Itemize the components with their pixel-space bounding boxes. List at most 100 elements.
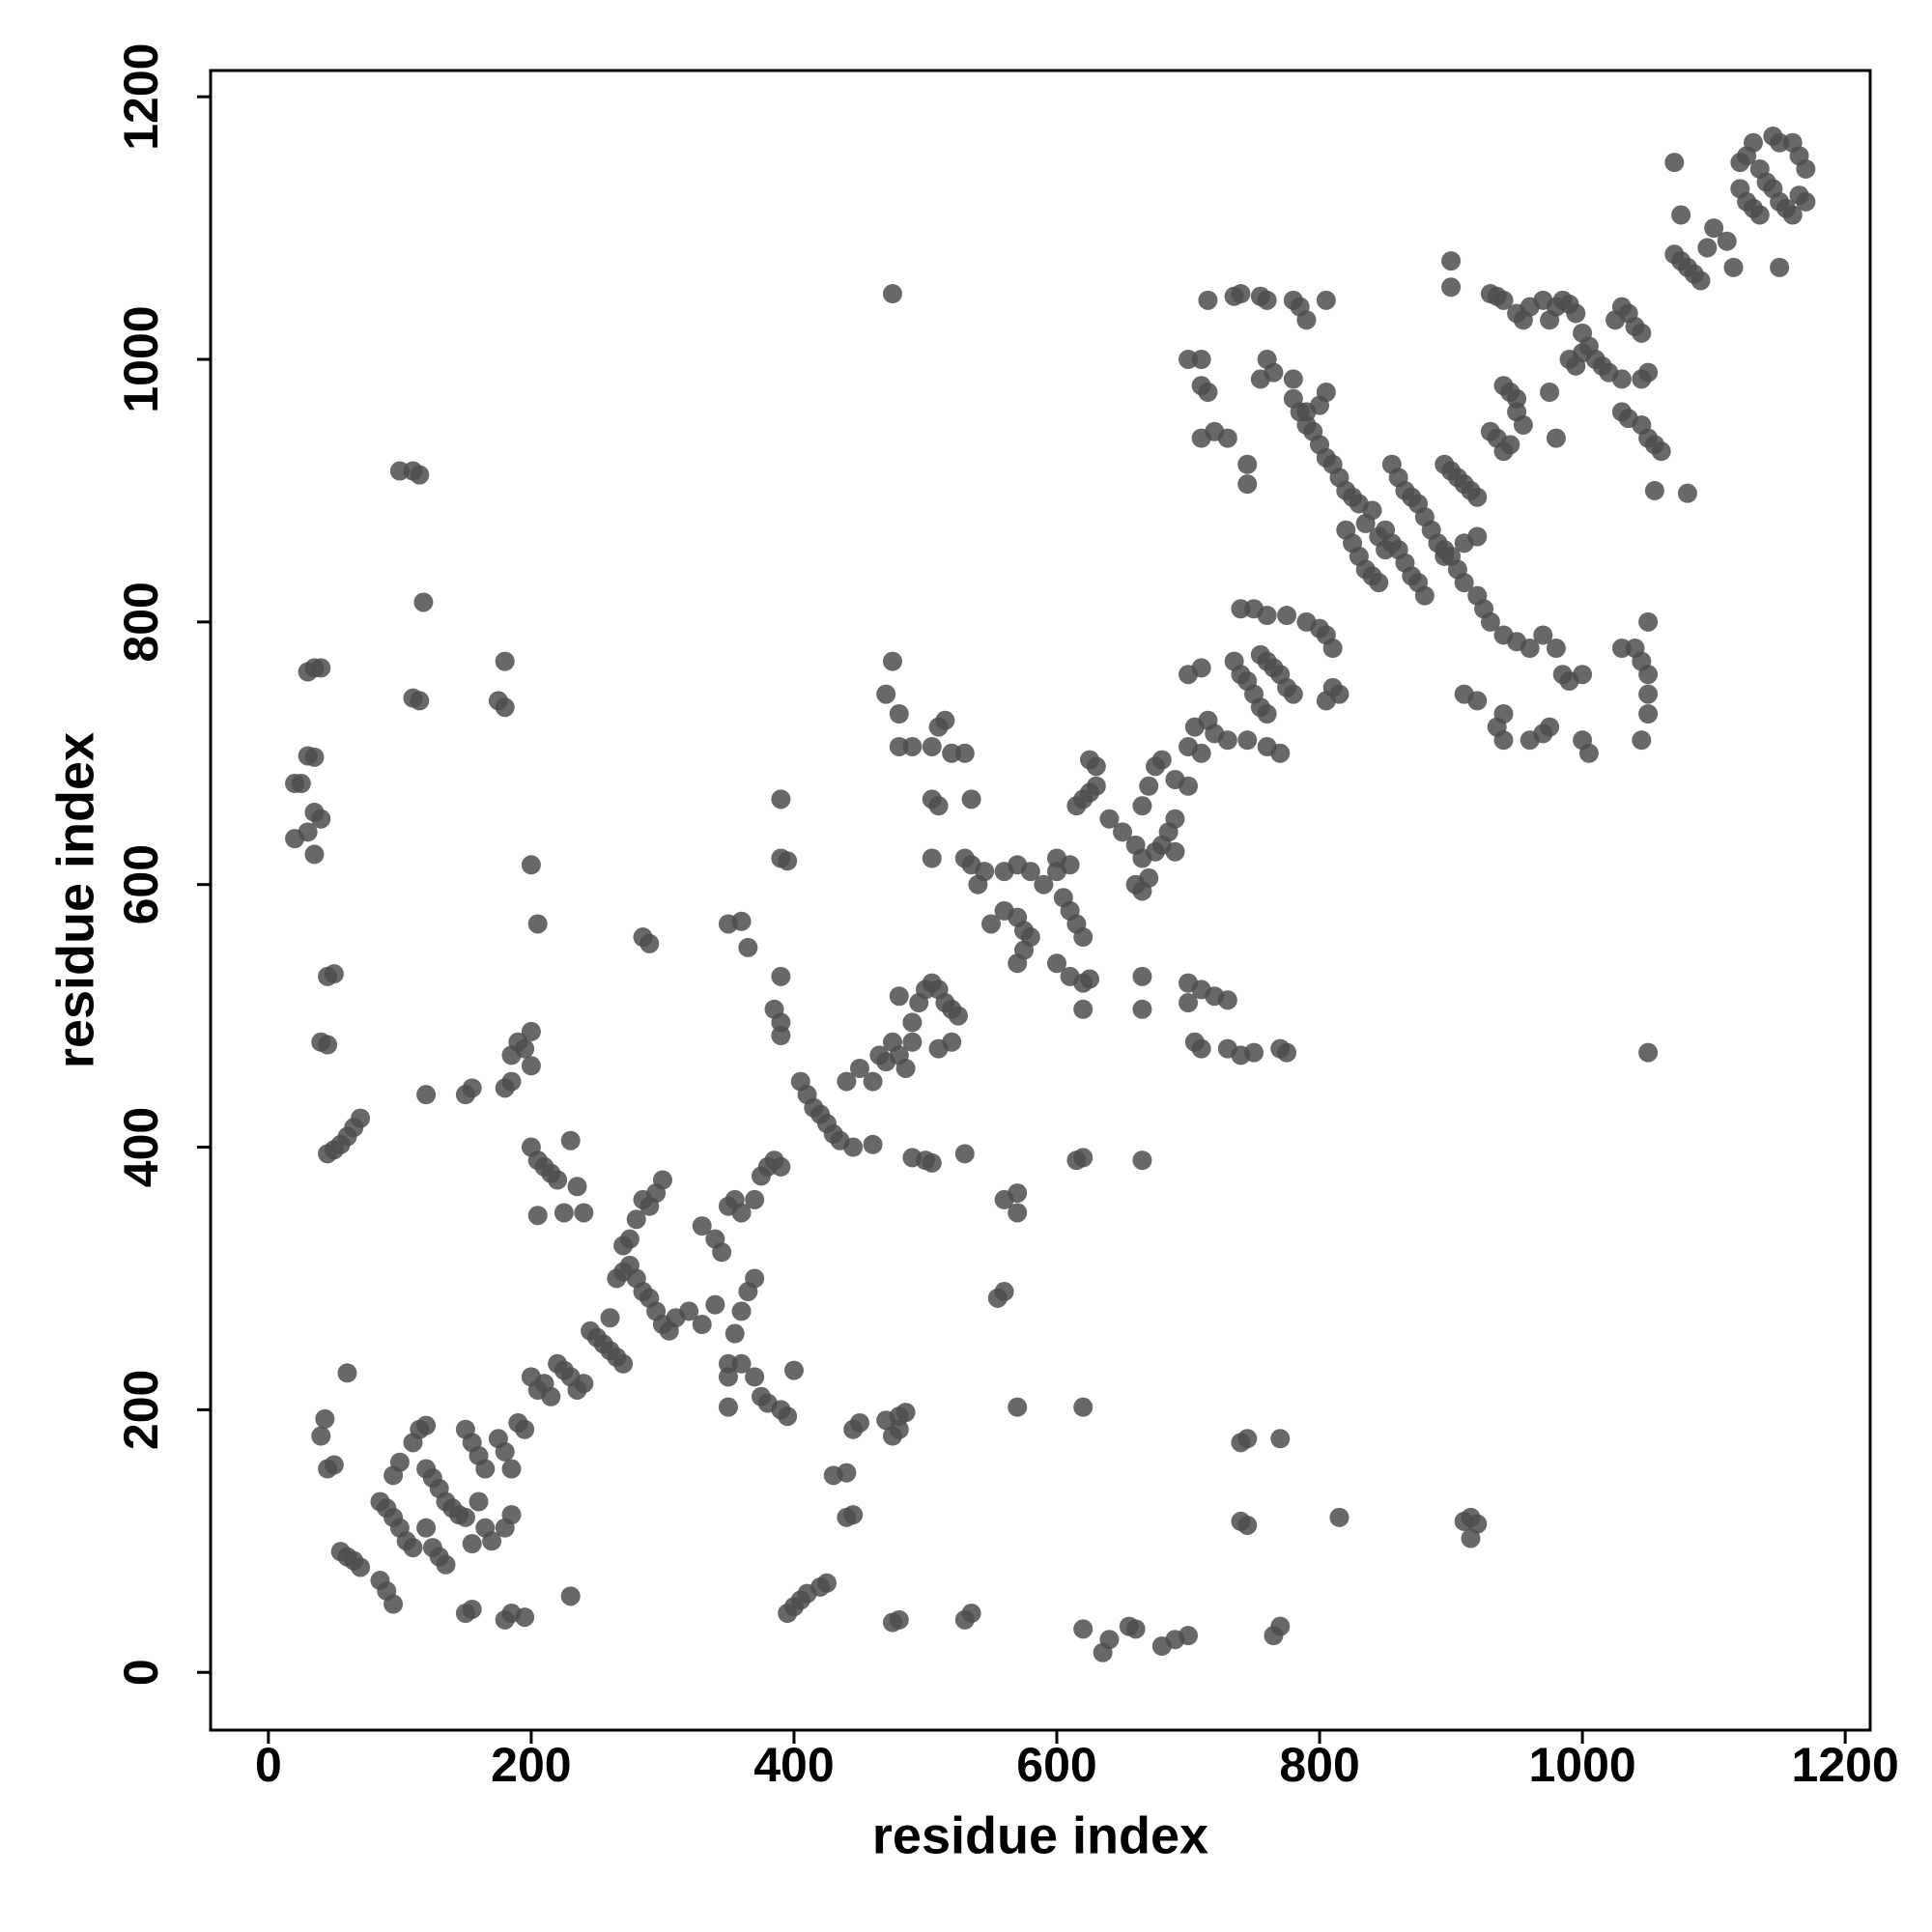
point [1441, 251, 1462, 271]
point [692, 1216, 712, 1236]
point [1749, 205, 1770, 225]
point [626, 1209, 646, 1230]
point [1743, 132, 1763, 153]
point [482, 1531, 502, 1551]
point [521, 1021, 541, 1041]
point [922, 848, 942, 868]
x-axis-label: residue index [872, 1806, 1208, 1864]
point [902, 1032, 923, 1052]
point [1573, 665, 1593, 685]
point [718, 1397, 738, 1417]
x-tick-label: 800 [1279, 1738, 1359, 1792]
point [1250, 369, 1270, 389]
point [882, 284, 902, 304]
point [895, 1058, 916, 1078]
point [1690, 270, 1711, 291]
point [1644, 480, 1664, 500]
point [1217, 730, 1237, 751]
point [1500, 435, 1520, 455]
point [495, 1078, 515, 1098]
point [731, 911, 752, 931]
point [922, 736, 942, 756]
point [403, 1538, 423, 1558]
point [1132, 966, 1152, 986]
point [889, 986, 909, 1007]
point [1493, 290, 1514, 310]
point [574, 1203, 594, 1223]
point [1316, 290, 1336, 310]
point [1566, 303, 1586, 324]
point [1198, 290, 1218, 310]
point [1073, 1148, 1094, 1168]
point [574, 1374, 594, 1394]
point [692, 1315, 712, 1335]
point [311, 809, 331, 829]
point [889, 1419, 909, 1439]
point [600, 1308, 620, 1328]
point [1322, 639, 1343, 659]
point [1113, 822, 1133, 842]
point [778, 851, 798, 871]
point [1132, 1151, 1152, 1171]
point [816, 1573, 837, 1593]
point [1677, 483, 1697, 503]
point [922, 1152, 942, 1173]
point [567, 1177, 587, 1197]
point [1651, 441, 1671, 462]
x-tick-label: 200 [491, 1738, 571, 1792]
point [1191, 658, 1211, 678]
point [1513, 414, 1533, 435]
point [954, 1144, 975, 1164]
point [541, 1386, 561, 1406]
point [1257, 606, 1277, 626]
point [1165, 809, 1185, 829]
point [1191, 350, 1211, 370]
point [980, 914, 1001, 934]
point [1257, 703, 1277, 724]
point [1540, 382, 1560, 402]
point [285, 774, 305, 794]
point [521, 1056, 541, 1076]
point [469, 1492, 489, 1512]
point [652, 1170, 672, 1190]
point [837, 1463, 857, 1483]
point [1151, 750, 1172, 770]
point [455, 1604, 475, 1624]
point [389, 1452, 410, 1472]
point [639, 933, 660, 953]
point [1125, 874, 1146, 895]
point [1782, 205, 1803, 225]
point [1132, 999, 1152, 1019]
point [318, 1035, 338, 1055]
point [554, 1203, 574, 1223]
point [1231, 284, 1251, 304]
point [1638, 703, 1659, 724]
point [731, 1301, 752, 1321]
point [1632, 323, 1652, 343]
point [1533, 625, 1553, 645]
point [1034, 874, 1054, 895]
point [1296, 310, 1317, 330]
point [718, 1367, 738, 1387]
point [849, 1058, 869, 1078]
point [1086, 776, 1106, 796]
point [324, 964, 344, 984]
point [1507, 388, 1527, 409]
point [403, 688, 423, 708]
point [1283, 369, 1303, 389]
y-tick-label: 1200 [114, 43, 168, 151]
point [1179, 993, 1199, 1013]
point [1638, 611, 1659, 632]
point [1546, 428, 1566, 448]
point [731, 1353, 752, 1374]
point [902, 1012, 923, 1033]
point [1165, 841, 1185, 862]
point [1013, 940, 1034, 960]
point [863, 1134, 883, 1154]
point [1270, 743, 1291, 763]
point [1329, 1507, 1350, 1527]
point [1454, 573, 1474, 593]
plot-frame [209, 69, 1872, 1732]
x-tick-label: 600 [1016, 1738, 1096, 1792]
